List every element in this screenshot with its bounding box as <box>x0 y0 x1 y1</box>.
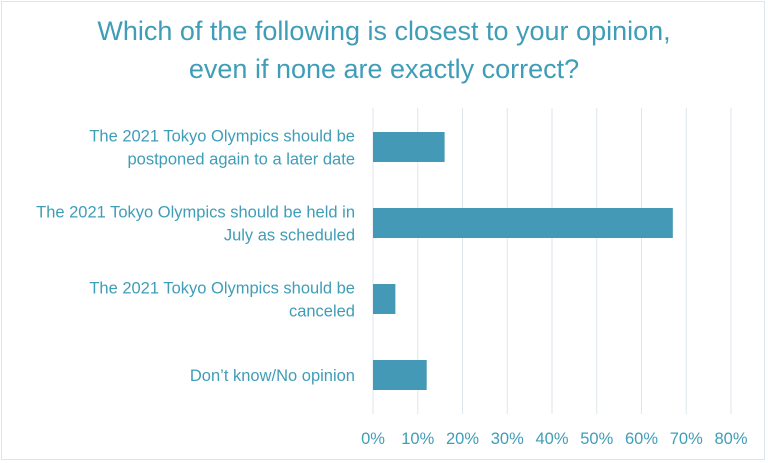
x-tick-label: 30% <box>491 430 524 448</box>
x-tick-label: 0% <box>361 430 385 448</box>
chart-title-line-2: even if none are exactly correct? <box>188 54 580 84</box>
category-label: The 2021 Tokyo Olympics should be cancele… <box>89 280 355 321</box>
category-label-line: July as scheduled <box>224 227 355 245</box>
x-tick-label: 80% <box>714 430 747 448</box>
category-label: The 2021 Tokyo Olympics should be postpon… <box>89 128 355 169</box>
x-tick-label: 70% <box>670 430 703 448</box>
category-label-line: The 2021 Tokyo Olympics should be <box>89 128 355 146</box>
chart-title: Which of the following is closest to you… <box>0 12 768 88</box>
category-label: The 2021 Tokyo Olympics should be held i… <box>36 204 355 245</box>
category-label-line: Don’t know/No opinion <box>190 367 355 385</box>
x-tick-label: 50% <box>580 430 613 448</box>
x-tick-label: 40% <box>535 430 568 448</box>
x-tick-label: 10% <box>401 430 434 448</box>
x-tick-label: 60% <box>625 430 658 448</box>
bar <box>373 132 445 162</box>
category-label: Don’t know/No opinion <box>190 367 355 385</box>
category-label-line: postponed again to a later date <box>127 151 355 169</box>
chart-title-line-1: Which of the following is closest to you… <box>97 16 671 46</box>
category-label-line: The 2021 Tokyo Olympics should be held i… <box>36 204 355 222</box>
category-label-line: The 2021 Tokyo Olympics should be <box>89 280 355 298</box>
bar <box>373 360 427 390</box>
bar <box>373 208 673 238</box>
x-tick-label: 20% <box>446 430 479 448</box>
bar <box>373 284 396 314</box>
category-label-line: canceled <box>289 303 355 321</box>
